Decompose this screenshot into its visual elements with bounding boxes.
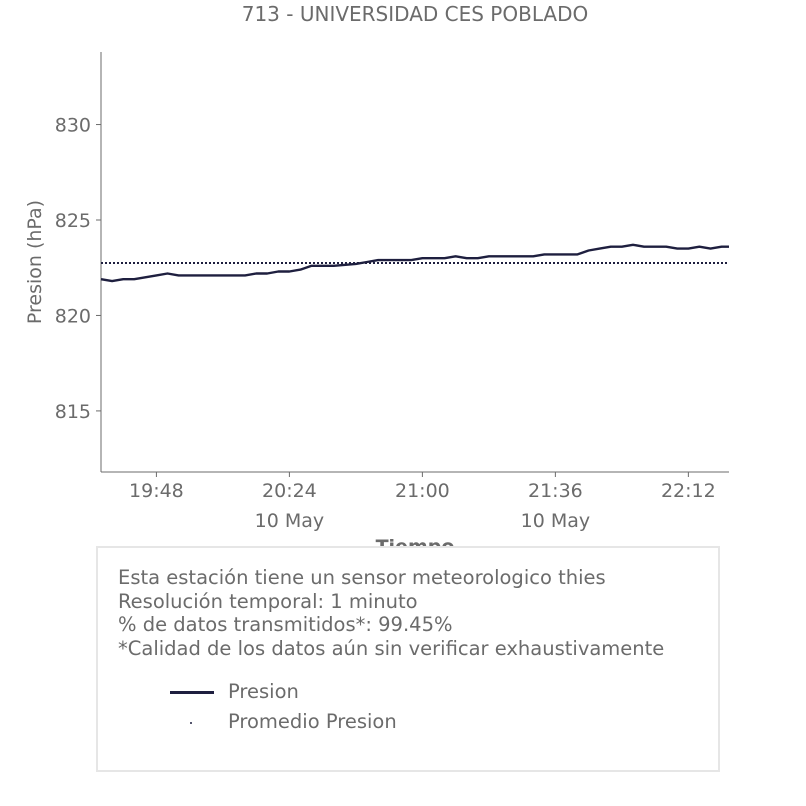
legend-label-presion: Presion — [228, 680, 299, 703]
y-tick-label: 820 — [55, 305, 91, 327]
y-tick-label: 815 — [55, 401, 91, 423]
series-presion-line — [100, 243, 729, 283]
info-line-transmitted: % de datos transmitidos*: 99.45% — [118, 613, 453, 636]
legend-label-promedio: Promedio Presion — [228, 710, 397, 733]
x-tick-date-label: 10 May — [521, 510, 591, 532]
x-tick-date-label: 10 May — [255, 510, 325, 532]
x-tick-label: 19:48 — [129, 480, 184, 502]
info-text: Esta estación tiene un sensor meteorolog… — [118, 566, 664, 660]
x-tick-label: 21:00 — [395, 480, 450, 502]
y-tick-label: 825 — [55, 210, 91, 232]
legend-line-swatch — [170, 691, 214, 694]
info-box: Esta estación tiene un sensor meteorolog… — [96, 546, 720, 772]
info-line-sensor: Esta estación tiene un sensor meteorolog… — [118, 566, 606, 589]
info-line-resolution: Resolución temporal: 1 minuto — [118, 589, 418, 613]
y-tick-label: 830 — [55, 115, 91, 137]
x-tick-label: 20:24 — [262, 480, 317, 502]
info-line-quality-note: *Calidad de los datos aún sin verificar … — [118, 636, 665, 660]
y-axis-label: Presion (hPa) — [24, 200, 46, 324]
chart-title: 713 - UNIVERSIDAD CES POBLADO — [242, 2, 589, 26]
pressure-chart: 713 - UNIVERSIDAD CES POBLADO 815 820 825 83… — [24, 2, 729, 558]
x-tick-label: 22:12 — [661, 480, 716, 502]
x-tick-label: 21:36 — [528, 480, 583, 502]
legend-dot-swatch — [190, 722, 192, 724]
